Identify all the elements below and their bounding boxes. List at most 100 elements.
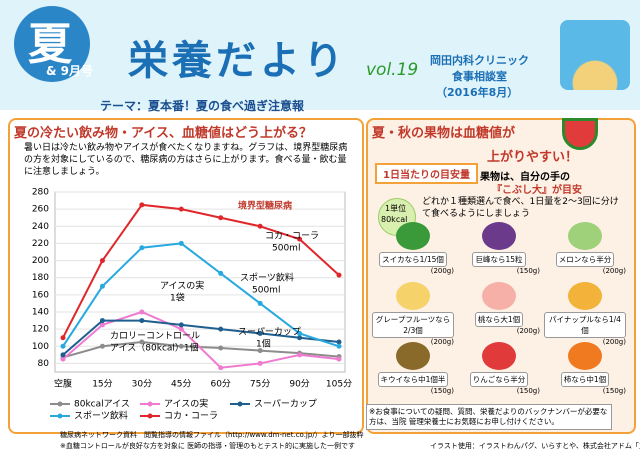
legend-label: スーパーカップ (254, 399, 317, 410)
marker (178, 326, 184, 332)
fruit-label: 柿なら中1個 (560, 372, 610, 387)
annotation: 1袋 (170, 292, 185, 304)
marker (336, 339, 342, 345)
marker (257, 330, 263, 336)
marker (297, 335, 303, 341)
unit-1: 1単位 (385, 204, 407, 213)
marker (218, 215, 224, 221)
y-tick-label: 180 (32, 273, 49, 283)
left-intro: 暑い日は冷たい飲み物やアイスが食べたくなりますね。グラフは、境界型糖尿病の方を対… (24, 143, 348, 177)
annotation: スーパーカップ (238, 327, 301, 338)
fruit-grams: (200g) (602, 267, 626, 275)
legend-marker (147, 401, 153, 407)
fruit-image (482, 282, 516, 310)
y-tick-label: 280 (32, 188, 49, 198)
fruit-label: メロンなら半分 (555, 252, 615, 267)
advice: どれか１種類選んで食べ、1日量を2〜3回に分けて食べるようにしましょう (422, 197, 619, 219)
fruit-image (396, 282, 430, 310)
series-line (62, 310, 340, 369)
issue: & 9月号 (46, 64, 93, 78)
marker (139, 318, 145, 324)
marker (297, 236, 303, 242)
fruit-image (568, 342, 602, 370)
chart-subtitle: 境界型糖尿病 (238, 200, 292, 212)
marker (257, 223, 263, 229)
marker (218, 326, 224, 332)
beach-illustration (560, 20, 630, 90)
vol: vol.19 (366, 60, 419, 80)
clinic: 岡田内科クリニック (430, 54, 529, 67)
y-tick-label: 160 (32, 290, 49, 300)
fruit: グレープフルーツなら2/3個 (200g) (372, 282, 454, 346)
annotation: 500ml (252, 286, 280, 296)
fruit-label: 巨峰なら15粒 (472, 252, 526, 267)
marker (60, 343, 66, 349)
x-tick-label: 105分 (326, 379, 352, 390)
marker (60, 352, 66, 358)
marker (139, 202, 145, 208)
x-tick-label: 30分 (132, 379, 152, 390)
marker (139, 245, 145, 251)
x-tick-label: 75分 (250, 379, 270, 390)
marker (218, 270, 224, 276)
legend-label: コカ・コーラ (164, 411, 218, 421)
fist-1: 果物は、自分の手の (480, 172, 570, 183)
marker (257, 348, 263, 354)
fruit-image (396, 222, 430, 250)
x-tick-label: 空腹 (54, 378, 72, 390)
fruit-grams: (200g) (516, 327, 540, 335)
marker (178, 343, 184, 349)
fruit-label: パイナップルなら1/4個 (544, 312, 626, 338)
left-heading: 夏の冷たい飲み物・アイス、血糖値はどう上がる？ (14, 126, 312, 141)
title: 栄養だより (128, 38, 348, 84)
marker (139, 309, 145, 315)
y-tick-label: 80 (38, 359, 50, 369)
y-tick-label: 260 (32, 205, 49, 215)
fruit-image (396, 342, 430, 370)
box-title: 1日当たりの目安量 (375, 163, 478, 184)
legend-marker (237, 401, 243, 407)
marker (60, 335, 66, 341)
fruit-image (482, 342, 516, 370)
fruit-label: 桃なら大1個 (474, 312, 524, 327)
marker (99, 322, 105, 328)
fruit-grams: (200g) (430, 338, 454, 346)
header-bg (0, 0, 640, 110)
chart: 80 100 120 140 160 180 200 220 240 260 280 空腹 15分 30分… (32, 188, 352, 421)
fruit: キウイなら中1個半 (150g) (372, 342, 454, 395)
season-badge (14, 6, 90, 82)
marker (99, 283, 105, 289)
fruit-label: グレープフルーツなら2/3個 (372, 312, 454, 338)
marker (218, 365, 224, 371)
annotation: スポーツ飲料 (240, 272, 294, 284)
right-heading-2: 上がりやすい！ (487, 150, 579, 165)
fruit: パイナップルなら1/4個 (200g) (544, 282, 626, 346)
legend-label: スポーツ飲料 (74, 410, 128, 421)
source: 糖尿病ネットワーク資料 閲覧指導の情報ファイル（http://www.dm-ne… (60, 431, 364, 439)
x-tick-label: 15分 (92, 379, 112, 390)
marker (257, 300, 263, 306)
marker (178, 240, 184, 246)
legend-label: 80kcalアイス (74, 400, 130, 410)
marker (99, 258, 105, 264)
annotation: 1個 (256, 338, 271, 350)
legend-label: アイスの実 (164, 398, 208, 410)
marker (336, 272, 342, 278)
unit-2: 80kcal (381, 215, 408, 224)
y-tick-label: 100 (32, 342, 49, 352)
y-tick-label: 140 (32, 308, 49, 318)
x-tick-label: 90分 (289, 379, 309, 390)
fruit-label: キウイなら中1個半 (377, 372, 449, 387)
series-line (62, 203, 340, 339)
y-tick-label: 240 (32, 222, 49, 232)
marker (336, 343, 342, 349)
fruit: 巨峰なら15粒 (150g) (458, 222, 540, 275)
fruit-grams: (200g) (602, 338, 626, 346)
y-tick-label: 220 (32, 239, 49, 249)
fruit: 桃なら大1個 (200g) (458, 282, 540, 335)
note: ※お食事についての疑問、質問、栄養だよりのバックナンバーが必要な方は、当院 管理… (366, 404, 612, 430)
fruit-grams: (150g) (516, 387, 540, 395)
marker (99, 318, 105, 324)
fruit: メロンなら半分 (200g) (544, 222, 626, 275)
marker (178, 206, 184, 212)
